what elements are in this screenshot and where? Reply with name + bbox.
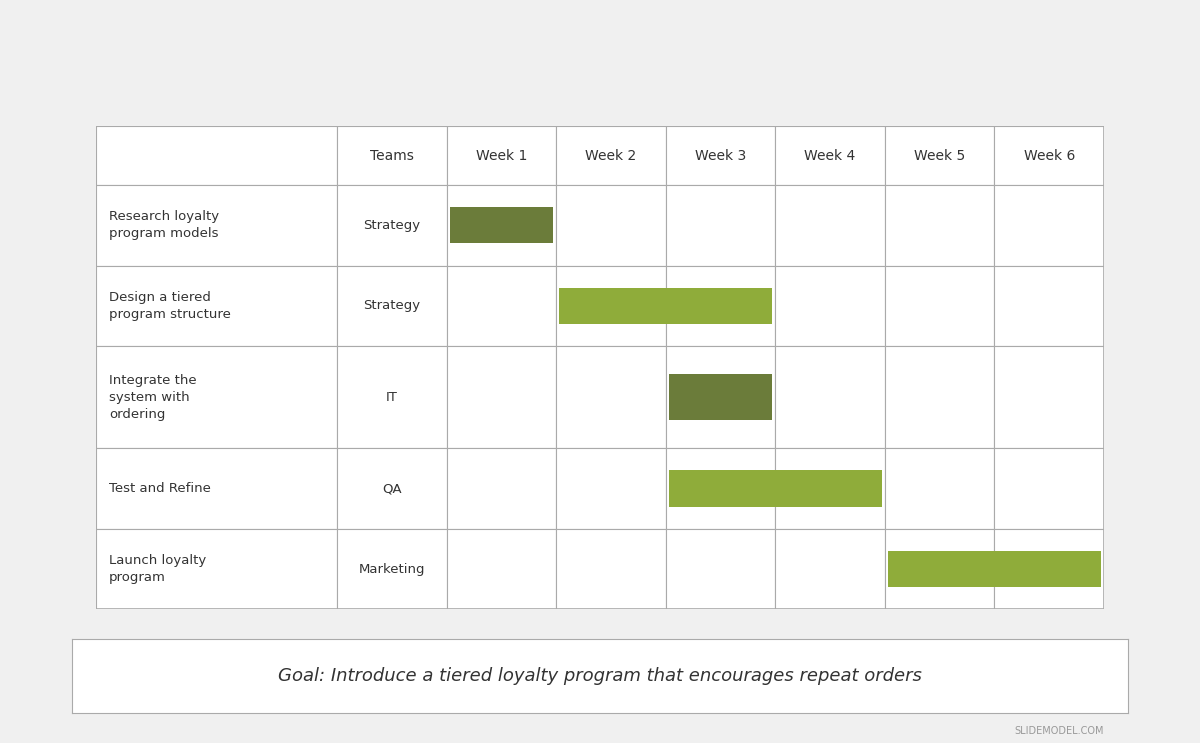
Bar: [666, 448, 775, 529]
Bar: [666, 126, 775, 185]
Text: Week 1: Week 1: [475, 149, 527, 163]
Bar: [670, 470, 882, 507]
Bar: [96, 185, 337, 266]
Bar: [96, 346, 337, 448]
Bar: [775, 265, 884, 346]
Bar: [446, 185, 556, 266]
Text: Marketing: Marketing: [359, 562, 425, 576]
Bar: [666, 346, 775, 448]
Bar: [995, 346, 1104, 448]
Bar: [446, 346, 556, 448]
Text: Launch loyalty
program: Launch loyalty program: [109, 554, 206, 584]
Bar: [96, 529, 337, 609]
Bar: [666, 185, 775, 266]
Bar: [888, 551, 1100, 587]
Text: SLIDEMODEL.COM: SLIDEMODEL.COM: [1014, 726, 1104, 736]
Bar: [96, 448, 337, 529]
Bar: [446, 126, 556, 185]
Text: QA: QA: [382, 482, 402, 495]
Bar: [775, 529, 884, 609]
Bar: [556, 126, 666, 185]
Text: Research loyalty
program models: Research loyalty program models: [109, 210, 220, 241]
Text: Teams: Teams: [370, 149, 414, 163]
Bar: [884, 346, 995, 448]
Bar: [775, 126, 884, 185]
Bar: [775, 185, 884, 266]
Bar: [666, 529, 775, 609]
Bar: [96, 126, 337, 185]
Text: Week 5: Week 5: [914, 149, 965, 163]
Bar: [556, 265, 666, 346]
Bar: [884, 265, 995, 346]
Bar: [446, 448, 556, 529]
Bar: [995, 185, 1104, 266]
Text: Week 2: Week 2: [586, 149, 636, 163]
Bar: [556, 185, 666, 266]
Text: Strategy: Strategy: [364, 299, 420, 312]
Text: Goal: Introduce a tiered loyalty program that encourages repeat orders: Goal: Introduce a tiered loyalty program…: [278, 667, 922, 685]
Bar: [446, 529, 556, 609]
Bar: [995, 448, 1104, 529]
Bar: [337, 265, 446, 346]
Text: Week 4: Week 4: [804, 149, 856, 163]
Bar: [884, 185, 995, 266]
Bar: [995, 529, 1104, 609]
Bar: [337, 448, 446, 529]
Bar: [884, 126, 995, 185]
Text: IT: IT: [386, 391, 397, 403]
Bar: [450, 207, 553, 244]
Text: Design a tiered
program structure: Design a tiered program structure: [109, 291, 232, 321]
Bar: [556, 346, 666, 448]
Bar: [670, 374, 772, 421]
Bar: [446, 265, 556, 346]
Bar: [884, 448, 995, 529]
Bar: [666, 265, 775, 346]
Text: Test and Refine: Test and Refine: [109, 482, 211, 495]
Bar: [559, 288, 772, 324]
Bar: [337, 529, 446, 609]
Bar: [556, 529, 666, 609]
Text: Week 6: Week 6: [1024, 149, 1075, 163]
Text: Integrate the
system with
ordering: Integrate the system with ordering: [109, 374, 197, 421]
Bar: [556, 448, 666, 529]
Bar: [96, 265, 337, 346]
Bar: [337, 346, 446, 448]
Text: Week 3: Week 3: [695, 149, 746, 163]
Bar: [995, 126, 1104, 185]
Bar: [995, 265, 1104, 346]
Bar: [337, 185, 446, 266]
Bar: [775, 448, 884, 529]
Bar: [775, 346, 884, 448]
Bar: [337, 126, 446, 185]
Text: Strategy: Strategy: [364, 219, 420, 232]
Bar: [884, 529, 995, 609]
